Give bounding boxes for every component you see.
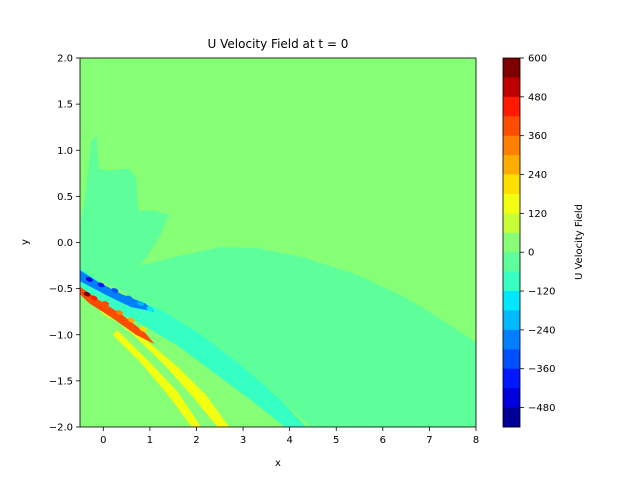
colorbar-level (503, 329, 520, 350)
colorbar-level (503, 291, 520, 311)
vortex-spot-3 (116, 310, 124, 316)
y-tick-label: 2.0 (57, 54, 73, 65)
colorbar-level (503, 232, 520, 253)
vortex-spot-10 (137, 300, 145, 306)
colorbar-level (503, 58, 520, 78)
vortex-spot-1 (90, 295, 98, 301)
colorbar-tick-label: 0 (528, 248, 534, 259)
x-tick-label: 0 (100, 435, 106, 446)
chart-title: U Velocity Field at t = 0 (208, 37, 349, 51)
colorbar-level (503, 135, 520, 156)
x-tick-label: 3 (240, 435, 246, 446)
colorbar-levels (503, 58, 520, 428)
colorbar-level (503, 271, 520, 292)
vortex-spot-6 (85, 276, 93, 282)
vortex-spot-4 (127, 317, 135, 323)
colorbar-level (503, 252, 520, 273)
colorbar-level (503, 213, 520, 234)
x-tick-label: 1 (147, 435, 153, 446)
vortex-spot-8 (111, 288, 119, 293)
contour-region-negative-wake-band (80, 136, 476, 427)
colorbar-label: U Velocity Field (574, 204, 585, 280)
contour-region-upper-yellow-streak (98, 308, 230, 427)
vortex-spot-9 (125, 295, 133, 301)
vortex-spot-5 (139, 326, 147, 332)
x-tick-label: 6 (380, 435, 386, 446)
contour-region-lower-yellow-streak (112, 330, 202, 427)
colorbar-tick-label: 240 (528, 170, 547, 181)
x-axis-ticks: 0 1 2 3 4 5 6 7 8 (100, 427, 479, 446)
colorbar-level (503, 368, 520, 389)
colorbar-ticks: 600 480 360 240 120 0 −120 −240 −360 −480 (520, 54, 555, 414)
colorbar-level (503, 116, 520, 137)
colorbar-level (503, 174, 520, 195)
y-tick-label: 1.0 (57, 146, 73, 157)
colorbar-tick-label: −360 (528, 364, 555, 375)
x-tick-label: 8 (473, 435, 479, 446)
colorbar-tick-label: 600 (528, 54, 547, 65)
colorbar-frame (502, 57, 521, 428)
y-tick-label: 0.5 (57, 192, 73, 203)
x-tick-label: 4 (286, 435, 292, 446)
colorbar-tick-label: 360 (528, 131, 547, 142)
y-axis-ticks: 2.0 1.5 1.0 0.5 0.0 −0.5 −1.0 −1.5 −2.0 (49, 54, 80, 434)
x-axis-label: x (275, 458, 281, 469)
colorbar-tick-label: 480 (528, 92, 547, 103)
vortex-spot-2 (102, 300, 110, 306)
vortex-spot-0 (83, 291, 91, 297)
contour-region-red-vortex-core (80, 286, 155, 344)
colorbar-tick-label: −240 (528, 325, 555, 336)
contour-region-blue-vortex-core (80, 270, 155, 312)
colorbar-level (503, 310, 520, 331)
colorbar-level (503, 193, 520, 214)
colorbar-level (503, 407, 520, 428)
colorbar-level (503, 155, 520, 175)
x-tick-label: 5 (333, 435, 339, 446)
colorbar-tick-label: −480 (528, 403, 555, 414)
y-tick-label: −1.0 (49, 330, 73, 341)
colorbar-tick-label: −120 (528, 287, 555, 298)
y-axis-label: y (20, 239, 31, 245)
y-tick-label: −2.0 (49, 423, 73, 434)
contour-fills (80, 136, 476, 427)
colorbar-level (503, 77, 520, 98)
colorbar: 600 480 360 240 120 0 −120 −240 −360 −480 U Veloc… (502, 54, 585, 428)
colorbar-level (503, 388, 520, 408)
colorbar-tick-label: 120 (528, 209, 547, 220)
y-tick-label: 0.0 (57, 238, 73, 249)
colorbar-level (503, 349, 520, 370)
x-tick-label: 2 (193, 435, 199, 446)
x-tick-label: 7 (426, 435, 432, 446)
vortex-spot-11 (146, 306, 154, 312)
vortex-spot-7 (97, 282, 105, 288)
y-tick-label: 1.5 (57, 100, 73, 111)
y-tick-label: −1.5 (49, 376, 73, 387)
y-tick-label: −0.5 (49, 284, 73, 295)
colorbar-level (503, 96, 520, 117)
plot-area (79, 57, 477, 428)
